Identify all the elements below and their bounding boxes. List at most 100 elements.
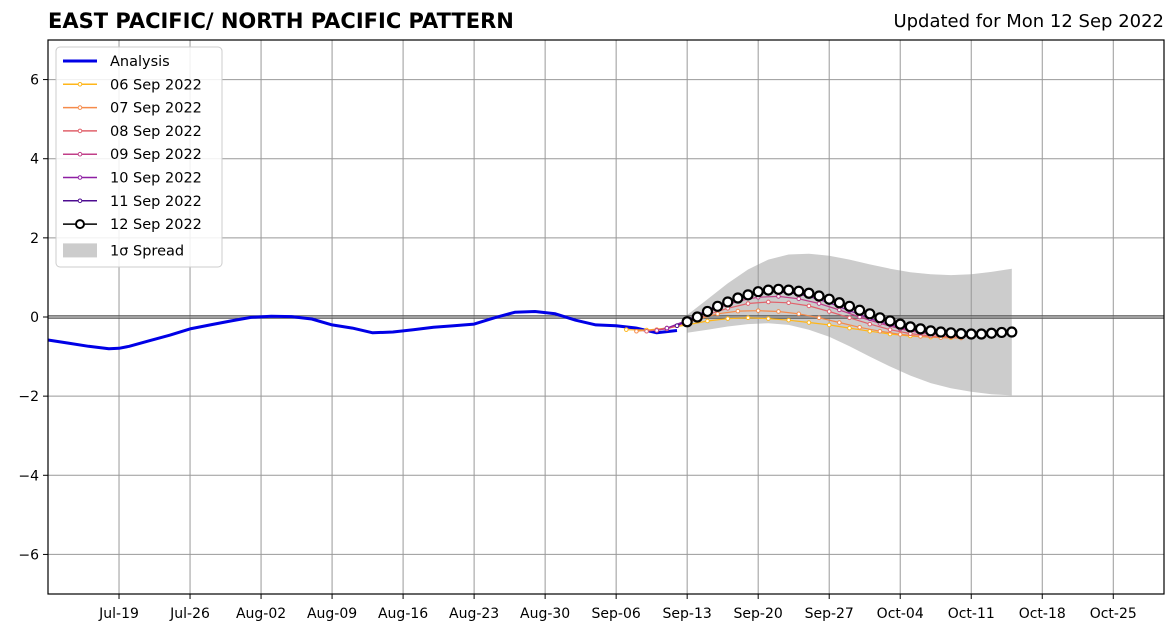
forecast-point xyxy=(786,317,791,323)
forecast-point xyxy=(654,328,660,333)
forecast-point xyxy=(985,327,998,339)
forecast-point xyxy=(823,293,835,305)
legend-swatch-spread xyxy=(63,243,97,258)
forecast-point xyxy=(996,326,1008,339)
x-tick-label: Sep-13 xyxy=(663,606,712,622)
forecast-point xyxy=(705,318,710,324)
x-tick-label: Oct-25 xyxy=(1090,606,1137,622)
forecast-point xyxy=(925,325,937,337)
forecast-point xyxy=(752,286,764,298)
forecast-point xyxy=(766,316,771,321)
legend-marker xyxy=(77,151,83,157)
forecast-point xyxy=(755,308,761,313)
legend-marker xyxy=(77,175,83,180)
forecast-point xyxy=(722,296,734,308)
forecast-point xyxy=(884,315,896,327)
x-tick-label: Oct-18 xyxy=(1019,606,1066,622)
forecast-point xyxy=(681,316,693,328)
chart-title: EAST PACIFIC/ NORTH PACIFIC PATTERN xyxy=(48,9,514,33)
legend-label: 10 Sep 2022 xyxy=(110,171,202,187)
forecast-point xyxy=(803,287,815,299)
x-tick-label: Aug-30 xyxy=(520,606,570,622)
y-tick-label: −2 xyxy=(18,389,39,405)
forecast-point xyxy=(776,294,781,299)
forecast-point xyxy=(857,324,862,330)
y-tick-label: 2 xyxy=(30,231,39,247)
forecast-point xyxy=(806,320,812,325)
forecast-point xyxy=(745,301,751,306)
y-tick-label: 6 xyxy=(30,73,39,89)
legend-label: 07 Sep 2022 xyxy=(110,101,202,117)
x-tick-label: Aug-09 xyxy=(307,606,357,622)
forecast-point xyxy=(837,320,842,325)
forecast-point xyxy=(837,307,842,313)
forecast-point xyxy=(762,284,774,296)
forecast-point xyxy=(796,296,802,302)
legend-box xyxy=(55,46,223,268)
analysis-line xyxy=(47,310,678,351)
forecast-point xyxy=(701,305,714,318)
forecast-point xyxy=(847,325,852,331)
legend-marker xyxy=(77,128,83,134)
forecast-point xyxy=(776,309,781,314)
forecast-point xyxy=(634,328,639,334)
forecast-point xyxy=(894,318,906,330)
forecast-point xyxy=(955,328,967,340)
forecast-point xyxy=(786,300,791,306)
legend-label: 08 Sep 2022 xyxy=(110,124,202,140)
legend-label: Analysis xyxy=(110,54,170,70)
forecast-point xyxy=(904,321,916,333)
legend-label: 11 Sep 2022 xyxy=(110,194,202,210)
x-tick-label: Aug-23 xyxy=(449,606,499,622)
forecast-point xyxy=(826,322,832,328)
legend-label: 06 Sep 2022 xyxy=(110,77,202,93)
forecast-point xyxy=(847,315,852,321)
forecast-point xyxy=(796,311,802,317)
forecast-point xyxy=(691,311,703,323)
x-tick-label: Aug-16 xyxy=(378,606,428,622)
y-tick-label: 4 xyxy=(30,152,39,168)
forecast-point xyxy=(623,327,629,332)
forecast-point xyxy=(766,299,771,305)
legend-label: 12 Sep 2022 xyxy=(110,217,202,233)
forecast-point xyxy=(816,301,822,306)
x-tick-label: Jul-26 xyxy=(169,606,210,622)
legend-marker xyxy=(77,105,83,110)
forecast-point xyxy=(826,309,832,314)
forecast-point xyxy=(745,315,751,321)
forecast-point xyxy=(935,326,947,338)
x-tick-label: Sep-27 xyxy=(805,606,854,622)
forecast-point xyxy=(914,323,927,335)
legend-label: 1σ Spread xyxy=(110,243,184,259)
forecast-point xyxy=(725,316,731,321)
y-tick-label: 0 xyxy=(30,310,39,326)
forecast-point xyxy=(813,290,825,302)
forecast-point xyxy=(806,303,812,309)
forecast-point xyxy=(945,327,957,339)
forecast-point xyxy=(843,300,856,312)
legend-marker xyxy=(75,219,85,230)
forecast-point xyxy=(867,321,873,327)
forecast-point xyxy=(742,289,754,301)
forecast-point xyxy=(864,308,876,320)
forecast-point xyxy=(735,308,741,314)
forecast-point xyxy=(772,283,785,295)
x-tick-label: Oct-11 xyxy=(948,606,995,622)
forecast-point xyxy=(877,328,883,334)
forecast-point xyxy=(732,292,744,304)
forecast-point xyxy=(1006,326,1018,338)
forecast-point xyxy=(715,311,720,317)
forecast-point xyxy=(965,328,977,340)
forecast-point xyxy=(644,328,649,334)
forecast-point xyxy=(664,325,670,331)
forecast-point xyxy=(711,300,724,312)
legend-marker xyxy=(77,82,83,87)
x-tick-label: Sep-06 xyxy=(592,606,641,622)
legend-marker xyxy=(77,198,83,204)
x-tick-label: Jul-19 xyxy=(98,606,139,622)
forecast-point xyxy=(816,315,822,321)
forecast-point xyxy=(874,312,886,324)
forecast-point xyxy=(793,285,805,297)
forecast-point xyxy=(887,327,893,332)
